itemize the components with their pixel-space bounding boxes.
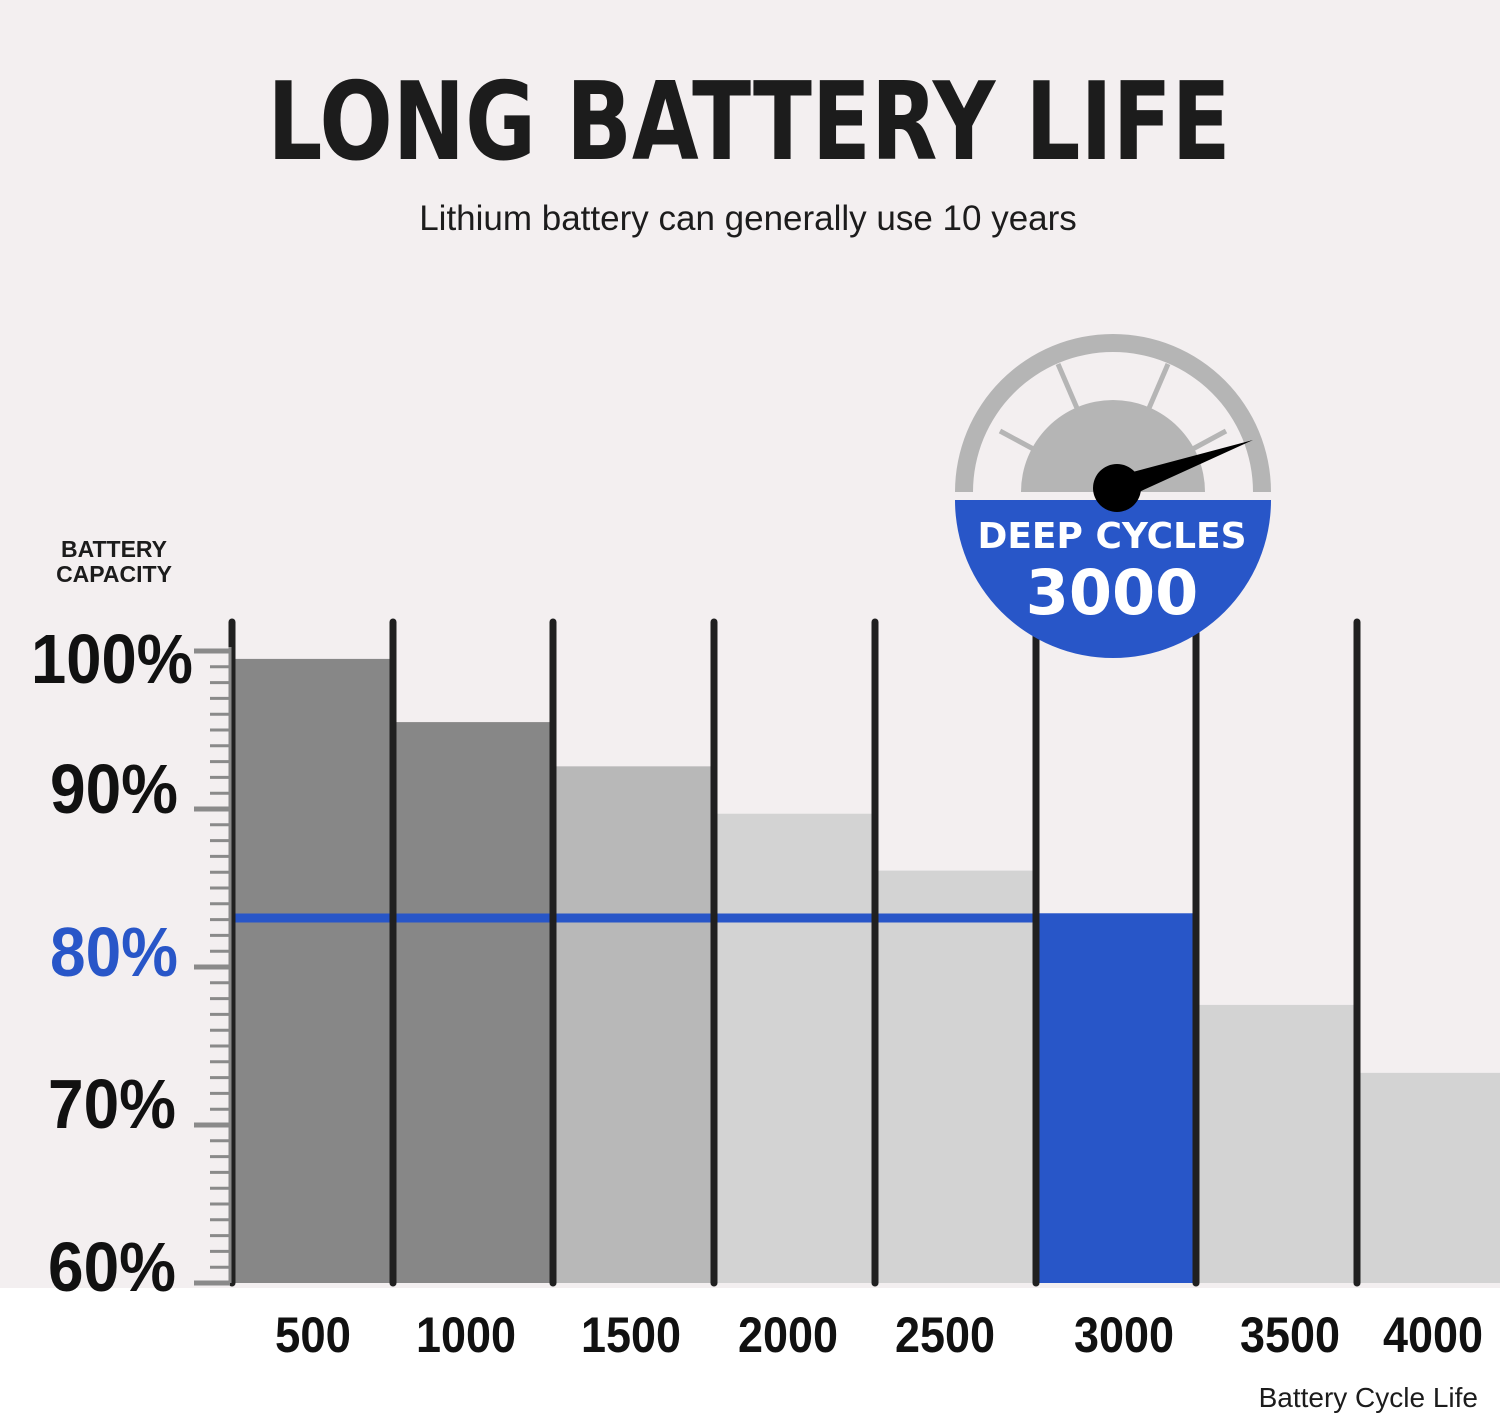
x-axis-label: Battery Cycle Life — [1258, 1382, 1478, 1413]
bar-3000 — [1036, 913, 1196, 1283]
y-axis: 60% 70% 80% 90% 100% — [31, 620, 232, 1306]
x-tick-label-2000: 2000 — [738, 1307, 838, 1363]
y-tick-label-90: 90% — [50, 750, 178, 828]
x-tick-label-1500: 1500 — [581, 1307, 681, 1363]
y-axis-label-line-2: CAPACITY — [56, 561, 172, 587]
x-tick-label-1000: 1000 — [416, 1307, 516, 1363]
x-tick-label-3000: 3000 — [1074, 1307, 1174, 1363]
bar-1500 — [553, 766, 714, 1283]
x-tick-label-500: 500 — [275, 1307, 351, 1363]
bar-2000 — [714, 813, 875, 1283]
gauge-blue-base — [955, 500, 1271, 658]
x-tick-label-2500: 2500 — [895, 1307, 995, 1363]
gauge-label-deep-cycles: DEEP CYCLES — [977, 516, 1246, 557]
gauge-pivot — [1093, 464, 1141, 512]
x-tick-label-3500: 3500 — [1240, 1307, 1340, 1363]
y-tick-label-80: 80% — [50, 913, 178, 991]
page-title: LONG BATTERY LIFE — [267, 60, 1231, 185]
y-axis-label-line-1: BATTERY — [60, 536, 168, 562]
divider-group — [228, 618, 1361, 1287]
bar-3500 — [1196, 1004, 1357, 1283]
bar-2500 — [875, 870, 1036, 1283]
y-tick-label-60: 60% — [48, 1228, 176, 1306]
y-tick-label-100: 100% — [31, 620, 193, 698]
x-tick-label-4000: 4000 — [1383, 1307, 1483, 1363]
gauge-needle — [1110, 440, 1253, 502]
bar-1000 — [393, 722, 553, 1283]
y-tick-label-70: 70% — [48, 1065, 176, 1143]
gauge-outer-ring — [955, 334, 1271, 492]
gauge-label-cycles-count: 3000 — [1026, 556, 1199, 629]
page-subtitle: Lithium battery can generally use 10 yea… — [419, 199, 1077, 238]
deep-cycles-gauge-icon: DEEP CYCLES 3000 — [955, 334, 1271, 658]
bar-group — [232, 658, 1500, 1283]
bar-500 — [232, 658, 393, 1283]
y-axis-label: BATTERY CAPACITY — [30, 537, 198, 587]
x-axis: 500 1000 1500 2000 2500 3000 3500 4000 — [275, 1307, 1483, 1363]
bar-4000 — [1357, 1072, 1500, 1283]
